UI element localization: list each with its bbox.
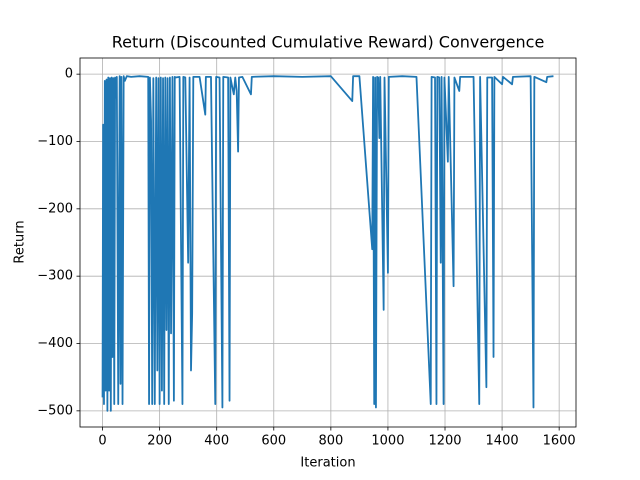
x-tick-label: 400 — [204, 434, 229, 449]
x-axis-label: Iteration — [300, 456, 355, 471]
x-tick-label: 1400 — [486, 434, 519, 449]
x-tick-label: 1600 — [543, 434, 576, 449]
y-tick-label: −500 — [37, 403, 73, 418]
plot-frame — [79, 57, 577, 428]
y-axis-label: Return — [13, 220, 28, 263]
x-tick-label: 800 — [318, 434, 343, 449]
x-tick-label: 0 — [98, 434, 106, 449]
y-tick-label: −200 — [37, 201, 73, 216]
y-tick-label: −400 — [37, 336, 73, 351]
x-tick-label: 1200 — [428, 434, 461, 449]
y-tick-label: −300 — [37, 269, 73, 284]
chart-title: Return (Discounted Cumulative Reward) Co… — [112, 33, 545, 52]
x-tick-label: 1000 — [371, 434, 404, 449]
x-tick-label: 200 — [147, 434, 172, 449]
x-tick-label: 600 — [261, 434, 286, 449]
data-line — [101, 75, 554, 412]
y-tick-label: 0 — [65, 67, 73, 82]
y-tick-label: −100 — [37, 134, 73, 149]
